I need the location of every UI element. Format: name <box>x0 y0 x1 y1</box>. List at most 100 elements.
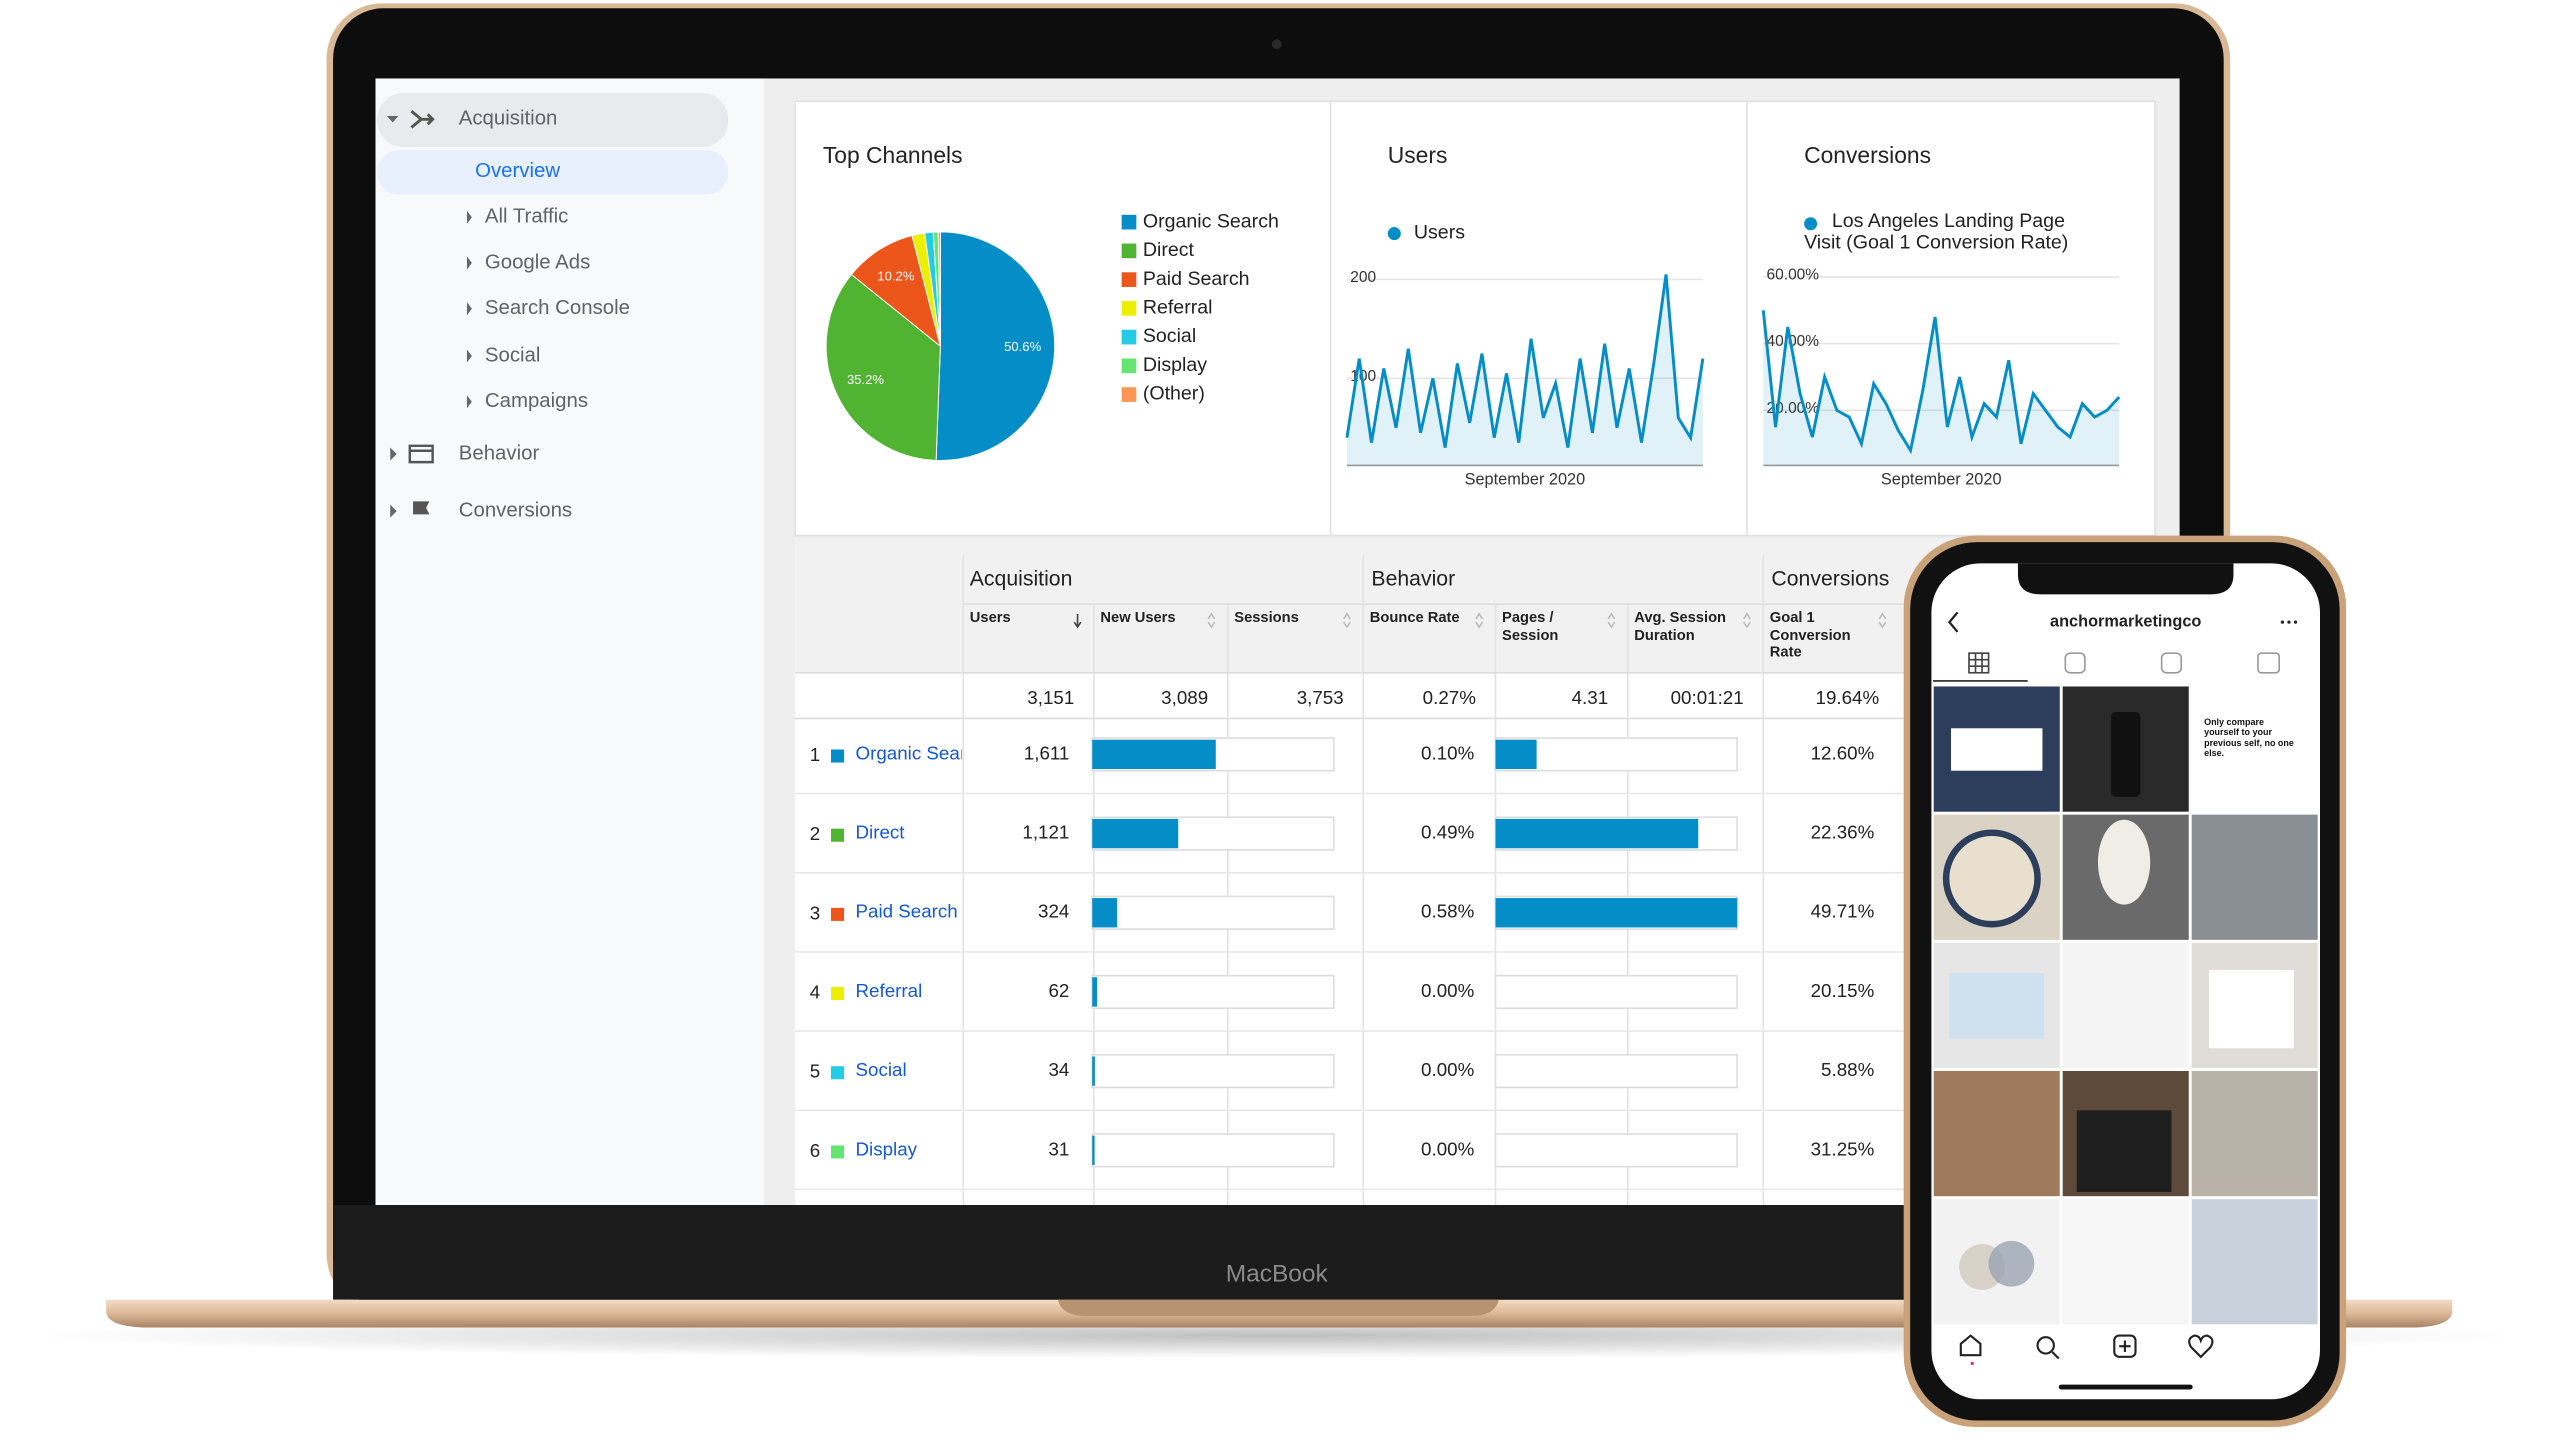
legend-label: Display <box>1143 354 1207 376</box>
row-name[interactable]: Direct <box>856 822 906 843</box>
phone: anchormarketingco Only compare yourself … <box>1903 535 2347 1428</box>
sort-icon[interactable] <box>1475 612 1484 629</box>
row-rank: 5 <box>810 1061 820 1082</box>
nav-group-bg <box>377 93 729 148</box>
caret <box>466 302 472 316</box>
legend-label: Los Angeles Landing Page Visit (Goal 1 C… <box>1804 210 2069 254</box>
pages-bar <box>1495 898 1738 928</box>
nav-icon <box>410 109 435 129</box>
nav-item[interactable]: Campaigns <box>485 390 588 412</box>
legend-label-box: Los Angeles Landing Page Visit (Goal 1 C… <box>1804 210 2069 254</box>
post-tile[interactable] <box>2061 1197 2191 1326</box>
conversion-cell: 12.60% <box>1811 742 1875 763</box>
column-header[interactable]: Avg. Session Duration <box>1634 609 1727 643</box>
x-axis-label: September 2020 <box>1465 470 1586 488</box>
row-name[interactable]: Referral <box>856 980 923 1001</box>
legend-dot <box>1804 217 1818 231</box>
bounce-cell: 0.58% <box>1421 901 1475 922</box>
total-cell: 4.31 <box>1572 687 1609 708</box>
users-cell: 62 <box>1049 980 1070 1001</box>
post-chart <box>1942 829 2041 928</box>
post-venn <box>1988 1240 2035 1287</box>
column-header-box: Sessions <box>1234 609 1299 626</box>
legend-label: Direct <box>1143 239 1195 261</box>
nav-item[interactable]: Conversions <box>459 500 572 522</box>
legend-swatch <box>1121 387 1137 402</box>
nav-item[interactable]: Acquisition <box>459 108 558 130</box>
nav-item[interactable]: All Traffic <box>485 206 568 228</box>
home-indicator <box>2058 1384 2193 1390</box>
bottom-nav[interactable] <box>1959 1334 2214 1360</box>
summary-panels <box>794 100 2156 537</box>
legend-label: Referral <box>1143 297 1213 319</box>
laptop-notch <box>1057 1299 1499 1317</box>
bar-track <box>1494 974 1738 1010</box>
more-icon[interactable] <box>2280 620 2298 624</box>
nav-item[interactable]: Overview <box>475 160 560 182</box>
legend-label: Users <box>1414 222 1465 244</box>
legend-swatch <box>1121 358 1137 374</box>
sort-icon[interactable] <box>1073 613 1082 629</box>
sort-icon[interactable] <box>1207 612 1216 629</box>
nav-item[interactable]: Behavior <box>459 442 540 464</box>
bar-track <box>1494 1053 1738 1089</box>
column-header[interactable]: New Users <box>1100 609 1176 626</box>
bounce-cell: 0.00% <box>1421 1059 1475 1080</box>
caret <box>390 504 397 518</box>
column-header-box: Goal 1 Conversion Rate <box>1769 609 1851 660</box>
post-tile[interactable] <box>2190 1197 2320 1326</box>
legend-label: Organic Search <box>1143 210 1279 232</box>
column-header[interactable]: Sessions <box>1234 609 1299 626</box>
sort-icon[interactable] <box>1742 612 1751 629</box>
post-tile[interactable] <box>2061 941 2191 1070</box>
post-tile[interactable] <box>2190 685 2320 813</box>
legend-label: Paid Search <box>1143 268 1250 290</box>
profile-username: anchormarketingco <box>2050 612 2201 630</box>
nav-item[interactable]: Social <box>485 344 541 366</box>
series-line <box>1761 310 2121 455</box>
conversion-cell: 22.36% <box>1811 822 1875 843</box>
row-name[interactable]: Organic Search <box>856 742 986 763</box>
row-rank: 1 <box>810 744 820 765</box>
bar-track <box>1494 1133 1738 1168</box>
sort-icon[interactable] <box>1342 612 1351 629</box>
column-header[interactable]: Goal 1 Conversion Rate <box>1769 609 1851 660</box>
users-bar <box>1092 1135 1095 1165</box>
conversion-cell: 20.15% <box>1811 980 1875 1001</box>
pages-bar <box>1495 818 1699 849</box>
caret <box>466 256 472 270</box>
column-group: Conversions <box>1771 567 1889 590</box>
pie-slice <box>937 231 941 347</box>
column-header[interactable]: Users <box>969 609 1011 626</box>
pie-slice <box>825 273 941 461</box>
post-quote: Only compare yourself to your previous s… <box>2204 718 2294 760</box>
row-rank: 2 <box>810 823 820 844</box>
legend-dot <box>1387 227 1401 241</box>
profile-tabs[interactable] <box>1968 652 2280 674</box>
users-bar <box>1092 898 1118 928</box>
column-header[interactable]: Pages / Session <box>1502 609 1559 643</box>
row-name[interactable]: Display <box>856 1138 918 1159</box>
post-tile[interactable] <box>1932 1069 2062 1198</box>
sort-icon[interactable] <box>1607 612 1616 629</box>
row-rank: 4 <box>810 982 820 1003</box>
conversion-cell: 49.71% <box>1811 901 1875 922</box>
nav-item[interactable]: Google Ads <box>485 251 590 273</box>
column-header[interactable]: Bounce Rate <box>1369 609 1460 626</box>
pages-bar <box>1495 739 1537 770</box>
post-tile[interactable] <box>2190 813 2320 942</box>
series-line <box>1345 274 1705 448</box>
total-cell: 3,151 <box>1027 687 1074 708</box>
nav-item[interactable]: Search Console <box>485 297 630 319</box>
sort-icon[interactable] <box>1878 612 1887 629</box>
row-name[interactable]: Paid Search <box>856 901 958 922</box>
bar-track <box>1091 895 1335 930</box>
post-tile[interactable] <box>2190 1069 2320 1198</box>
caret <box>390 447 397 461</box>
back-icon[interactable] <box>1947 611 1959 633</box>
column-header-box: Bounce Rate <box>1369 609 1460 626</box>
slice-label: 35.2% <box>847 372 884 387</box>
conversion-cell: 5.88% <box>1821 1059 1875 1080</box>
row-name[interactable]: Social <box>856 1059 907 1080</box>
